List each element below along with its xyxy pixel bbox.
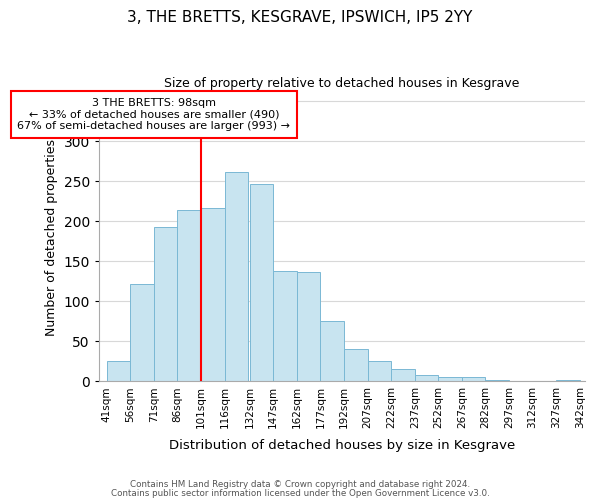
Bar	[344, 348, 368, 382]
Bar	[250, 184, 273, 382]
Bar	[485, 380, 509, 382]
Bar	[224, 172, 248, 382]
Text: 3, THE BRETTS, KESGRAVE, IPSWICH, IP5 2YY: 3, THE BRETTS, KESGRAVE, IPSWICH, IP5 2Y…	[127, 10, 473, 25]
Bar	[130, 284, 154, 382]
Bar	[509, 380, 533, 382]
Title: Size of property relative to detached houses in Kesgrave: Size of property relative to detached ho…	[164, 78, 520, 90]
X-axis label: Distribution of detached houses by size in Kesgrave: Distribution of detached houses by size …	[169, 440, 515, 452]
Text: Contains public sector information licensed under the Open Government Licence v3: Contains public sector information licen…	[110, 489, 490, 498]
Bar	[415, 375, 439, 382]
Bar	[462, 378, 485, 382]
Bar	[273, 271, 297, 382]
Text: Contains HM Land Registry data © Crown copyright and database right 2024.: Contains HM Land Registry data © Crown c…	[130, 480, 470, 489]
Bar	[556, 380, 580, 382]
Bar	[320, 320, 344, 382]
Bar	[201, 208, 224, 382]
Bar	[178, 210, 201, 382]
Bar	[439, 376, 462, 382]
Text: 3 THE BRETTS: 98sqm
← 33% of detached houses are smaller (490)
67% of semi-detac: 3 THE BRETTS: 98sqm ← 33% of detached ho…	[17, 98, 290, 131]
Bar	[391, 368, 415, 382]
Bar	[297, 272, 320, 382]
Bar	[154, 227, 178, 382]
Bar	[107, 362, 130, 382]
Y-axis label: Number of detached properties: Number of detached properties	[45, 138, 58, 336]
Bar	[368, 362, 391, 382]
